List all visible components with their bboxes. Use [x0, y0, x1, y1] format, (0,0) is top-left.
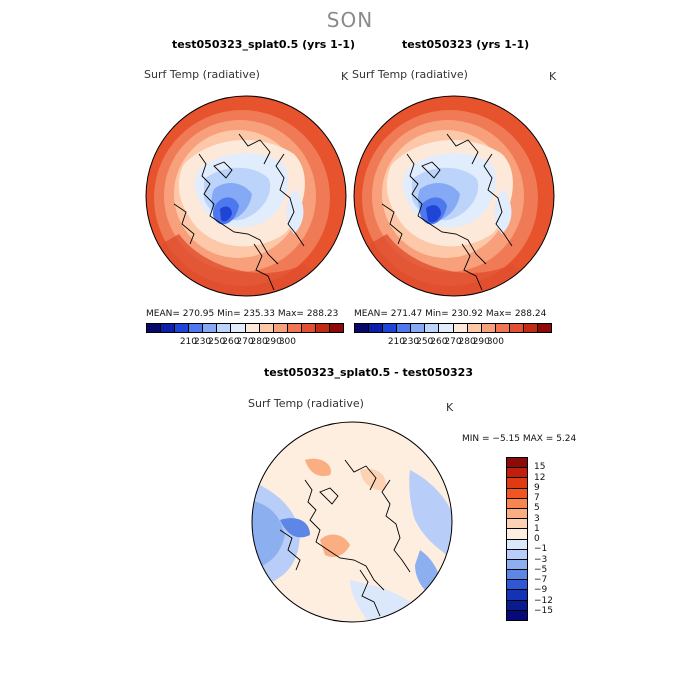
colorbar-tick-label: −5 — [534, 564, 548, 575]
colorbar-swatch — [507, 590, 527, 601]
colorbar-tick-label: −7 — [534, 575, 548, 585]
colorbar-swatch — [495, 324, 510, 332]
colorbar-tick-label: 0 — [534, 534, 540, 544]
colorbar-swatch — [287, 324, 302, 332]
colorbar-swatch — [411, 324, 426, 332]
colorbar-tick-label: 5 — [534, 503, 540, 514]
colorbar-tick-label: −3 — [534, 554, 548, 565]
colorbar-tick-label: 7 — [534, 493, 540, 503]
colorbar-tick-label: 230 — [401, 337, 420, 347]
colorbar-swatch — [507, 539, 527, 550]
colorbar-swatch — [203, 324, 218, 332]
panel-2-title: test050323 (yrs 1-1) — [402, 38, 530, 51]
colorbar-tick-label: 210 — [179, 337, 198, 347]
panel-3-field-name: Surf Temp (radiative) — [248, 397, 364, 410]
colorbar-swatch — [507, 549, 527, 560]
colorbar-swatch — [439, 324, 454, 332]
colorbar-swatch — [507, 458, 527, 469]
panel-2-polar-map — [352, 94, 556, 298]
colorbar-swatch — [301, 324, 316, 332]
colorbar-tick-label: 280 — [250, 337, 268, 347]
colorbar-swatch — [175, 324, 190, 332]
colorbar-tick-label: −15 — [534, 605, 553, 616]
panel-2-colorbar-ticks: 210 230 250 260 270 280 290 300 — [354, 337, 552, 349]
colorbar-swatch — [189, 324, 204, 332]
colorbar-swatch — [507, 580, 527, 591]
colorbar-tick-label: 270 — [236, 337, 254, 347]
panel-2-stats: MEAN= 271.47 Min= 230.92 Max= 288.24 — [354, 309, 547, 319]
colorbar-swatch — [425, 324, 440, 332]
colorbar-swatch — [538, 324, 552, 332]
colorbar-swatch — [259, 324, 274, 332]
colorbar-tick-label: 250 — [416, 337, 434, 347]
colorbar-swatch — [507, 519, 527, 530]
colorbar-tick-label: 300 — [278, 337, 297, 347]
colorbar-swatch — [453, 324, 468, 332]
colorbar-tick-label: 210 — [387, 337, 406, 347]
colorbar-swatch — [507, 600, 527, 611]
colorbar-tick-label: 270 — [444, 337, 462, 347]
panel-1-units: K — [341, 70, 349, 83]
panel-1-title: test050323_splat0.5 (yrs 1-1) — [172, 38, 356, 51]
colorbar-swatch — [369, 324, 384, 332]
colorbar-swatch — [507, 529, 527, 540]
colorbar-swatch — [231, 324, 246, 332]
panel-1-stats: MEAN= 270.95 Min= 235.33 Max= 288.23 — [146, 309, 339, 319]
colorbar-swatch — [330, 324, 344, 332]
colorbar-tick-label: −12 — [534, 595, 553, 606]
panel-1-colorbar-ticks: 210 230 250 260 270 280 290 300 — [146, 337, 344, 349]
panel-3-colorbar-ticks: 15 12 9 7 5 3 1 0 −1 −3 −5 −7 −9 −12 −15 — [534, 457, 574, 621]
colorbar-swatch — [245, 324, 260, 332]
colorbar-swatch — [383, 324, 398, 332]
colorbar-tick-label: 3 — [534, 513, 540, 524]
panel-1-polar-map — [144, 94, 348, 298]
colorbar-tick-label: 290 — [264, 337, 282, 347]
colorbar-swatch — [481, 324, 496, 332]
colorbar-tick-label: 250 — [208, 337, 226, 347]
colorbar-tick-label: 12 — [534, 472, 546, 483]
panel-3-stats: MIN = −5.15 MAX = 5.24 — [462, 434, 577, 444]
colorbar-tick-label: 260 — [222, 337, 240, 347]
panel-2-units: K — [549, 70, 557, 83]
colorbar-swatch — [507, 468, 527, 479]
colorbar-tick-label: 290 — [472, 337, 490, 347]
colorbar-tick-label: 260 — [430, 337, 448, 347]
colorbar-swatch — [397, 324, 412, 332]
colorbar-swatch — [507, 610, 527, 620]
colorbar-swatch — [509, 324, 524, 332]
panel-2-field-name: Surf Temp (radiative) — [352, 68, 468, 81]
colorbar-tick-label: 9 — [534, 482, 540, 493]
colorbar-swatch — [161, 324, 176, 332]
colorbar-tick-label: 280 — [458, 337, 476, 347]
colorbar-swatch — [523, 324, 539, 332]
colorbar-tick-label: 230 — [193, 337, 212, 347]
colorbar-swatch — [507, 508, 527, 520]
colorbar-swatch — [507, 498, 527, 509]
colorbar-swatch — [507, 488, 527, 499]
colorbar-swatch — [315, 324, 331, 332]
colorbar-tick-label: −9 — [534, 585, 548, 596]
colorbar-swatch — [355, 324, 370, 332]
panel-3-polar-map — [250, 420, 454, 624]
colorbar-swatch — [273, 324, 288, 332]
colorbar-tick-label: 1 — [534, 523, 540, 534]
colorbar-swatch — [217, 324, 232, 332]
colorbar-swatch — [507, 559, 527, 571]
colorbar-swatch — [507, 478, 527, 489]
panel-1-field-name: Surf Temp (radiative) — [144, 68, 260, 81]
panel-2-colorbar — [354, 323, 552, 333]
colorbar-swatch — [467, 324, 482, 332]
panel-3-units: K — [446, 401, 454, 414]
colorbar-tick-label: 300 — [486, 337, 505, 347]
colorbar-swatch — [147, 324, 162, 332]
colorbar-tick-label: −1 — [534, 544, 548, 555]
colorbar-tick-label: 15 — [534, 462, 546, 473]
figure-season-title: SON — [326, 8, 374, 32]
panel-3-colorbar — [506, 457, 528, 621]
colorbar-swatch — [507, 570, 527, 581]
panel-1-colorbar — [146, 323, 344, 333]
panel-3-title: test050323_splat0.5 - test050323 — [264, 366, 473, 379]
